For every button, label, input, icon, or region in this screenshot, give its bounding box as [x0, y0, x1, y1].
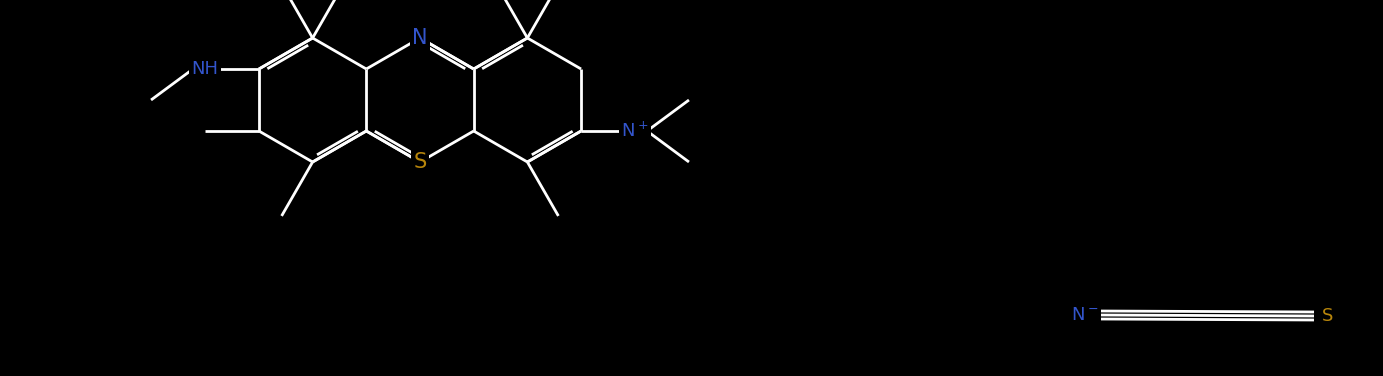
Text: N: N	[412, 28, 427, 48]
Text: NH: NH	[191, 60, 219, 78]
Text: S: S	[414, 152, 426, 172]
Text: N$^+$: N$^+$	[621, 121, 649, 141]
Text: S: S	[1322, 307, 1333, 325]
Text: N$^-$: N$^-$	[1072, 306, 1098, 324]
